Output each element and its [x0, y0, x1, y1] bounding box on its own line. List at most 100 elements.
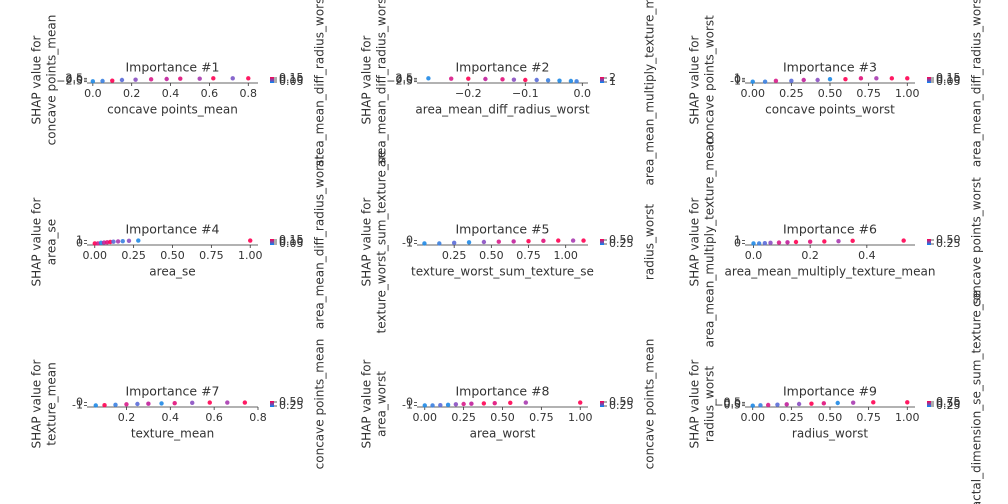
point [901, 238, 906, 243]
x-tick-label: 0.4 [162, 411, 180, 424]
point [496, 239, 501, 244]
colorbar-tick-label: 0.75 [936, 395, 961, 408]
y-axis-label: SHAP value for [30, 197, 44, 286]
point [762, 79, 768, 84]
colorbar [600, 239, 604, 245]
colorbar-tick-label: 0.50 [936, 233, 961, 246]
point [750, 403, 755, 408]
colorbar [927, 401, 931, 407]
colorbar-tick-label: 0.15 [936, 71, 961, 84]
colorbar-tick-label: 0.05 [936, 75, 961, 88]
point [225, 400, 230, 405]
point [809, 401, 814, 406]
point [113, 402, 118, 408]
y-tick-label: 0 [406, 234, 413, 247]
colorbar-tick-label: 0.25 [936, 399, 961, 412]
x-tick-label: 0.8 [240, 87, 258, 100]
point [453, 402, 459, 407]
point [784, 402, 789, 407]
point [796, 401, 802, 407]
colorbar-tick-label: 0.50 [609, 395, 634, 408]
colorbar-tick-label: 0.10 [936, 73, 961, 86]
y-tick-label: -1 [402, 236, 413, 249]
point [422, 241, 427, 246]
x-tick-label: 0.8 [249, 411, 267, 424]
point [111, 239, 116, 244]
point [124, 402, 129, 407]
panel-title: Importance #2 [455, 60, 549, 75]
x-tick-label: 0.4 [162, 87, 180, 100]
x-tick-label: 0.2 [118, 411, 136, 424]
point [776, 240, 782, 245]
x-axis-label: area_mean_diff_radius_worst [415, 103, 589, 117]
x-tick-label: 0.75 [856, 411, 881, 424]
colorbar-tick-label: 0.10 [279, 235, 304, 248]
point [461, 401, 466, 407]
x-tick-label: 0.25 [442, 249, 467, 262]
x-tick-label: 0.4 [858, 249, 876, 262]
point [858, 76, 864, 81]
y-tick-label: −2.5 [386, 75, 413, 88]
y-axis-label: SHAP value for [30, 35, 44, 124]
x-tick-label: 0.75 [516, 249, 541, 262]
colorbar-tick-label: 0.25 [936, 237, 961, 250]
point [438, 402, 443, 408]
point [500, 77, 505, 82]
y-axis-label: SHAP value for [360, 359, 374, 448]
point [136, 238, 141, 243]
x-axis-label: area_se [149, 265, 195, 279]
x-axis-label: concave points_worst [765, 103, 895, 117]
point [102, 402, 107, 408]
point [466, 76, 471, 81]
x-tick-label: 1.00 [895, 87, 920, 100]
colorbar-label: area_mean_diff_radius_worst [313, 0, 327, 167]
panel-title: Importance #3 [783, 60, 877, 75]
y-tick-label: 0.0 [396, 73, 414, 86]
x-tick-label: 0.0 [84, 87, 102, 100]
y-tick-label: 0 [734, 236, 741, 249]
point [197, 76, 202, 81]
point [793, 239, 799, 245]
point [146, 401, 151, 406]
colorbar [270, 77, 274, 83]
point [126, 238, 132, 244]
point [775, 402, 780, 407]
x-tick-label: 0.75 [199, 249, 224, 262]
point [534, 77, 539, 83]
colorbar-tick-label: 0.10 [279, 73, 304, 86]
point [90, 79, 96, 84]
point [758, 403, 763, 408]
point [437, 241, 442, 246]
colorbar-tick-label: 0.25 [279, 399, 304, 412]
y-tick-label: −2.5 [56, 75, 83, 88]
point [135, 401, 140, 407]
point [110, 78, 115, 83]
point [119, 77, 125, 83]
colorbar-label: concave points_mean [643, 339, 657, 470]
panel-title: Importance #5 [455, 222, 549, 237]
colorbar-label: concave points_mean [313, 339, 327, 470]
point [449, 76, 454, 81]
x-axis-label: area_mean_multiply_texture_mean [725, 265, 936, 279]
y-axis-label: SHAP value for [688, 359, 702, 448]
y-tick-label: 1 [76, 234, 83, 247]
colorbar-label: fractal_dimension_se_sum_texture_se [970, 291, 984, 504]
x-tick-label: 1.00 [895, 411, 920, 424]
point [815, 77, 820, 83]
point [445, 402, 451, 408]
y-axis-label: SHAP value for [688, 35, 702, 124]
x-tick-label: 0.0 [745, 249, 763, 262]
colorbar [600, 77, 604, 83]
point [836, 238, 841, 244]
point [905, 76, 910, 81]
y-tick-label: 0 [76, 236, 83, 249]
point [850, 400, 856, 405]
x-tick-label: 0.25 [451, 411, 476, 424]
panel-title: Importance #9 [783, 384, 877, 399]
x-tick-label: 0.50 [818, 411, 843, 424]
colorbar [600, 401, 604, 407]
colorbar [270, 401, 274, 407]
colorbar [927, 239, 931, 245]
x-tick-label: 0.00 [413, 411, 438, 424]
point [100, 78, 105, 84]
